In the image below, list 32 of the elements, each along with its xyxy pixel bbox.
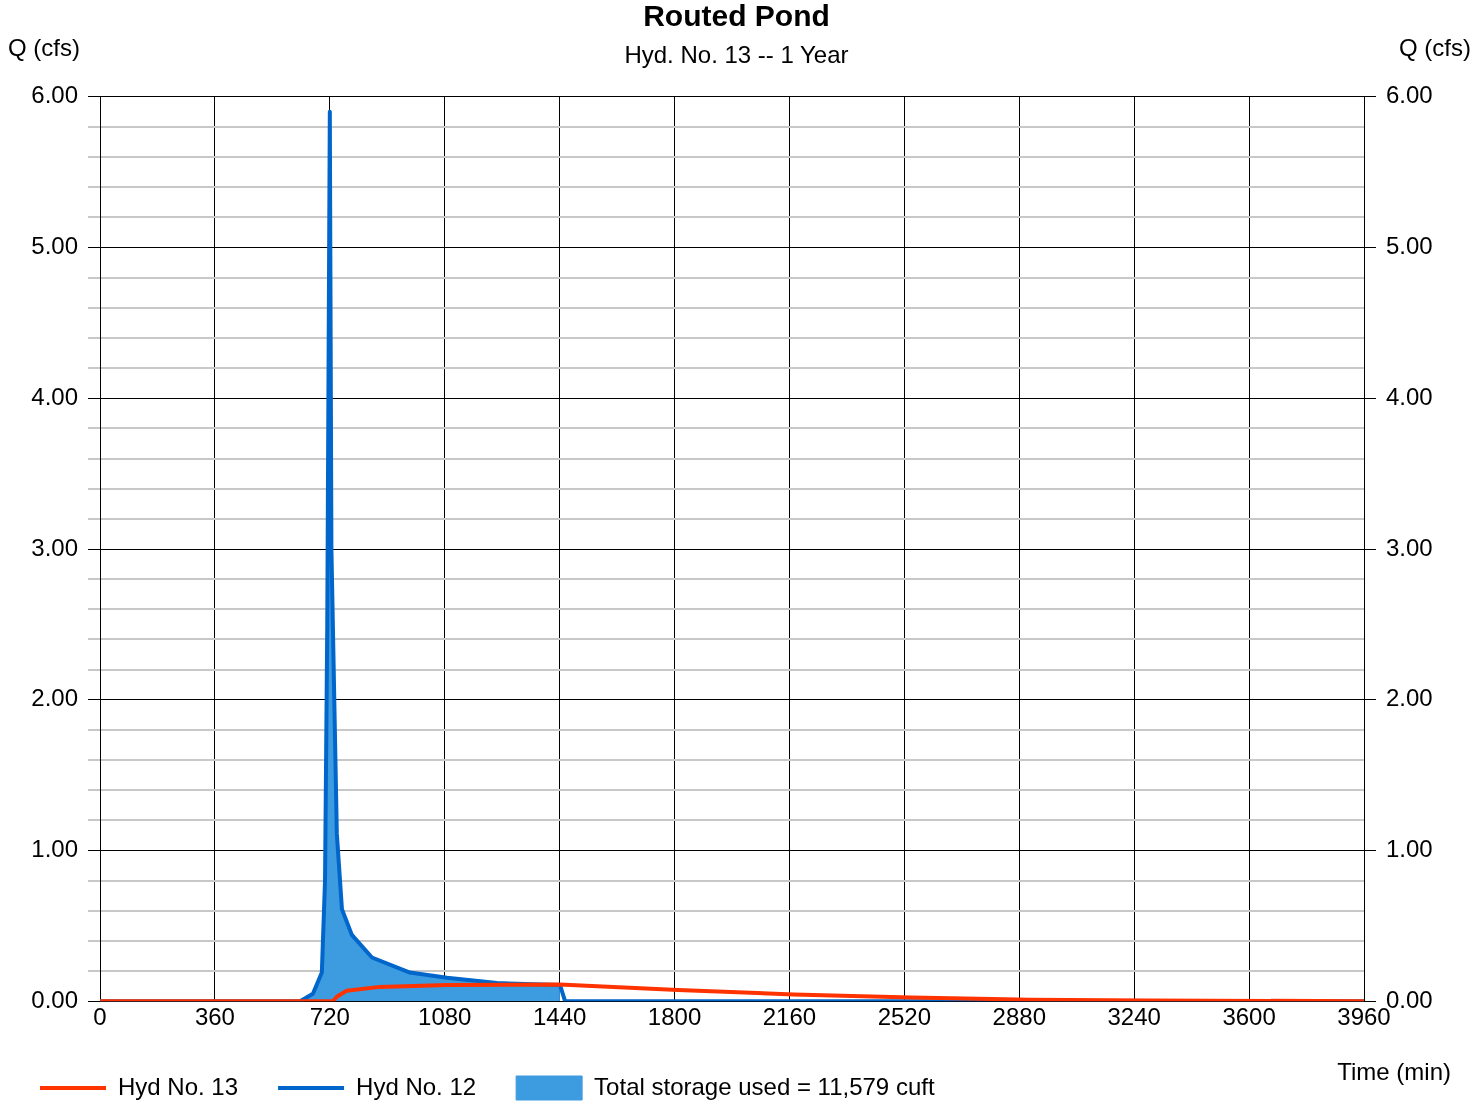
x-tick-label: 1080 [418, 1003, 472, 1031]
legend-label: Hyd No. 12 [356, 1072, 477, 1100]
x-tick-label: 3600 [1222, 1003, 1276, 1031]
y2-tick-label: 3.00 [1386, 533, 1433, 561]
y2-tick-label: 4.00 [1386, 382, 1433, 410]
y2-tick-label: 2.00 [1386, 684, 1433, 712]
x-tick-label: 360 [194, 1003, 235, 1031]
y2-axis-title: Q (cfs) [1399, 34, 1471, 62]
y-tick-label: 0.00 [31, 985, 78, 1013]
y-tick-label: 3.00 [31, 533, 78, 561]
x-tick-label: 2520 [877, 1003, 932, 1031]
y-tick-label: 6.00 [31, 81, 78, 109]
y2-tick-label: 6.00 [1386, 81, 1433, 109]
y-tick-label: 5.00 [31, 232, 78, 260]
y-axis-title: Q (cfs) [8, 34, 80, 62]
x-tick-label: 0 [93, 1003, 107, 1031]
chart-title: Routed Pond [643, 0, 830, 33]
x-tick-label: 3240 [1107, 1003, 1161, 1031]
y-tick-label: 2.00 [31, 684, 78, 712]
x-tick-label: 1440 [532, 1003, 587, 1031]
x-tick-label: 1800 [647, 1003, 702, 1031]
y-tick-label: 4.00 [31, 382, 78, 410]
y2-tick-label: 1.00 [1386, 835, 1433, 863]
x-tick-label: 2160 [762, 1003, 817, 1031]
legend-label: Total storage used = 11,579 cuft [594, 1072, 935, 1100]
x-tick-label: 2880 [992, 1003, 1046, 1031]
x-tick-label: 720 [309, 1003, 350, 1031]
chart-subtitle: Hyd. No. 13 -- 1 Year [624, 41, 849, 69]
y-tick-label: 1.00 [31, 835, 78, 863]
y2-tick-label: 5.00 [1386, 232, 1433, 260]
x-axis-title: Time (min) [1337, 1058, 1451, 1086]
legend-label: Hyd No. 13 [118, 1072, 239, 1100]
